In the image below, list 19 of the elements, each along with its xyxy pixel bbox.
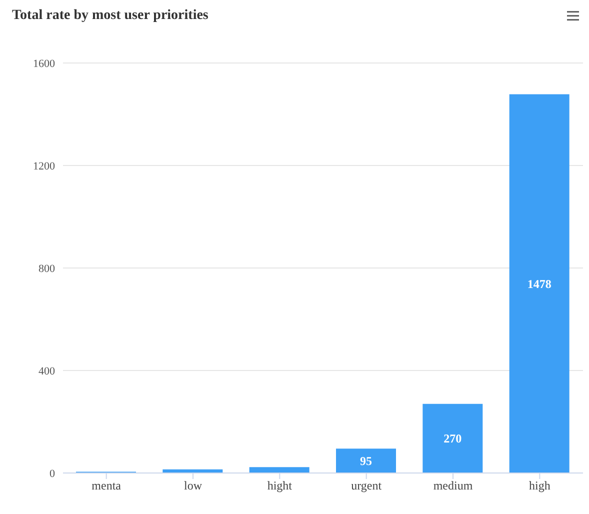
data-label: 95 [360, 454, 372, 468]
y-tick-label: 1600 [33, 58, 56, 70]
bar [509, 94, 570, 473]
x-tick-label: menta [92, 478, 122, 493]
data-label: 270 [444, 432, 462, 446]
y-tick-label: 800 [38, 262, 56, 275]
data-label: 1478 [527, 276, 552, 291]
y-tick-label: 1200 [33, 160, 56, 172]
x-tick-label: medium [433, 478, 474, 493]
x-tick-label: urgent [351, 478, 382, 493]
y-tick-label: 400 [38, 365, 56, 378]
x-tick-label: low [184, 478, 202, 493]
x-tick-label: high [528, 478, 550, 493]
y-tick-label: 0 [50, 468, 56, 480]
bar [249, 467, 310, 473]
bar [336, 448, 396, 473]
bar [422, 404, 483, 473]
x-tick-label: hight [267, 478, 293, 493]
chart-title: Total rate by most user priorities [12, 8, 208, 24]
